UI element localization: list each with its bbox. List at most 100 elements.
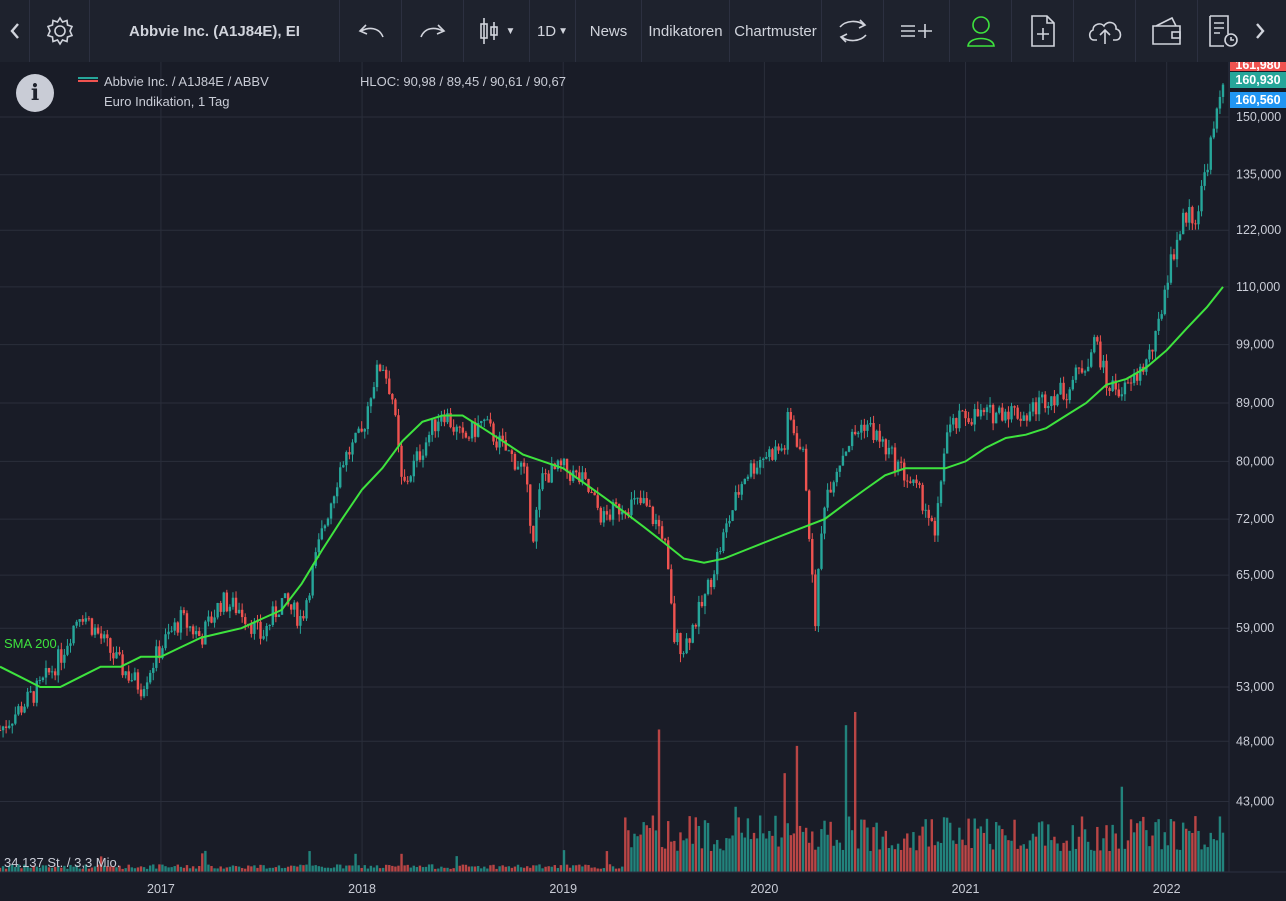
candle-body (924, 509, 927, 511)
volume-bar (1209, 832, 1212, 872)
volume-bar (244, 868, 247, 872)
candle-body (372, 387, 376, 399)
volume-bar (231, 865, 235, 872)
candle-body (1025, 415, 1029, 421)
info-icon[interactable]: i (16, 74, 54, 112)
candle-body (283, 593, 287, 599)
candle-body (250, 624, 253, 634)
candle-body (863, 424, 866, 431)
volume-bar (719, 848, 722, 872)
candle-body (1037, 397, 1041, 415)
indicators-button[interactable]: Indikatoren (642, 0, 730, 62)
volume-bar (118, 865, 121, 872)
candle-body (1221, 84, 1225, 97)
candle-body (712, 574, 716, 588)
candle-body (936, 503, 940, 536)
volume-bar (1083, 829, 1087, 872)
volume-bar (93, 866, 97, 872)
volume-bar (860, 819, 863, 872)
volume-bar (1050, 840, 1053, 872)
volume-bar (1065, 840, 1068, 872)
volume-bar (792, 833, 796, 872)
volume-bar (823, 820, 826, 872)
volume-bar (476, 865, 480, 872)
settings-button[interactable] (30, 0, 90, 62)
account-button[interactable] (950, 0, 1012, 62)
y-tick-label: 89,000 (1236, 396, 1274, 410)
candle-body (746, 476, 750, 479)
candle-body (939, 481, 943, 504)
candle-body (311, 565, 314, 596)
add-indicator-button[interactable] (884, 0, 950, 62)
volume-bar (253, 865, 256, 872)
portfolio-button[interactable] (1136, 0, 1198, 62)
legend-instrument: Abbvie Inc. / A1J84E / ABBV (78, 72, 269, 92)
volume-bar (63, 865, 66, 872)
candle-body (915, 479, 918, 484)
candle-body (213, 617, 216, 623)
toolbar-prev-arrow[interactable] (0, 0, 30, 62)
volume-bar (406, 864, 409, 872)
candle-body (1151, 349, 1154, 352)
report-button[interactable] (1198, 0, 1248, 62)
volume-bar (430, 864, 434, 872)
candle-body (743, 478, 747, 485)
volume-bar (1212, 839, 1216, 872)
interval-dropdown[interactable]: 1D ▼ (530, 0, 576, 62)
volume-bar (164, 866, 167, 872)
volume-bar (1151, 835, 1154, 872)
redo-button[interactable] (402, 0, 464, 62)
candle-body (182, 610, 186, 614)
candle-body (109, 638, 112, 653)
candle-body (804, 448, 808, 491)
volume-bar (801, 831, 805, 872)
volume-bar (1022, 844, 1025, 872)
sma-200-line (0, 286, 1224, 688)
candle-body (1, 726, 5, 731)
candle-body (305, 600, 308, 619)
volume-bar (4, 868, 8, 872)
volume-bar (1071, 825, 1075, 872)
news-button[interactable]: News (576, 0, 642, 62)
volume-bar (467, 866, 471, 872)
instrument-title[interactable]: Abbvie Inc. (A1J84E), EI (90, 0, 340, 62)
volume-bar (829, 821, 832, 872)
volume-bar (933, 845, 937, 872)
volume-bar (155, 868, 158, 872)
volume-bar (66, 868, 69, 872)
volume-bar (415, 866, 419, 872)
candle-body (921, 484, 924, 511)
x-tick-label: 2020 (750, 882, 778, 896)
candle-body (755, 467, 759, 474)
new-document-button[interactable] (1012, 0, 1074, 62)
volume-bar (1200, 849, 1203, 872)
volume-bar (26, 866, 29, 872)
toolbar: Abbvie Inc. (A1J84E), EI ▼ 1D ▼ News Indi… (0, 0, 1286, 63)
compare-button[interactable] (822, 0, 884, 62)
wallet-icon (1151, 16, 1181, 45)
volume-bar (342, 868, 345, 872)
volume-bar (434, 868, 437, 872)
candle-body (691, 624, 694, 643)
toolbar-next-arrow[interactable] (1248, 0, 1272, 62)
cloud-upload-icon (1088, 21, 1121, 44)
candle-body (1132, 373, 1136, 383)
candle-body (152, 667, 155, 673)
chart-type-dropdown[interactable]: ▼ (464, 0, 530, 62)
candle-body (820, 533, 823, 569)
volume-bar (685, 838, 688, 872)
volume-bar (768, 830, 771, 872)
volume-bar (774, 815, 777, 872)
volume-bar (219, 866, 222, 872)
volume-bar (706, 822, 710, 872)
volume-bar (458, 865, 461, 872)
volume-bar (863, 819, 866, 872)
candle-body (440, 415, 443, 422)
candle-body (562, 458, 566, 466)
undo-button[interactable] (340, 0, 402, 62)
chart-patterns-button[interactable]: Chartmuster (730, 0, 822, 62)
volume-bar (1185, 828, 1188, 872)
candle-body (14, 714, 17, 724)
price-chart[interactable]: 150,000 135,000 122,000 110,000 99,000 89,000… (0, 62, 1286, 901)
cloud-upload-button[interactable] (1074, 0, 1136, 62)
